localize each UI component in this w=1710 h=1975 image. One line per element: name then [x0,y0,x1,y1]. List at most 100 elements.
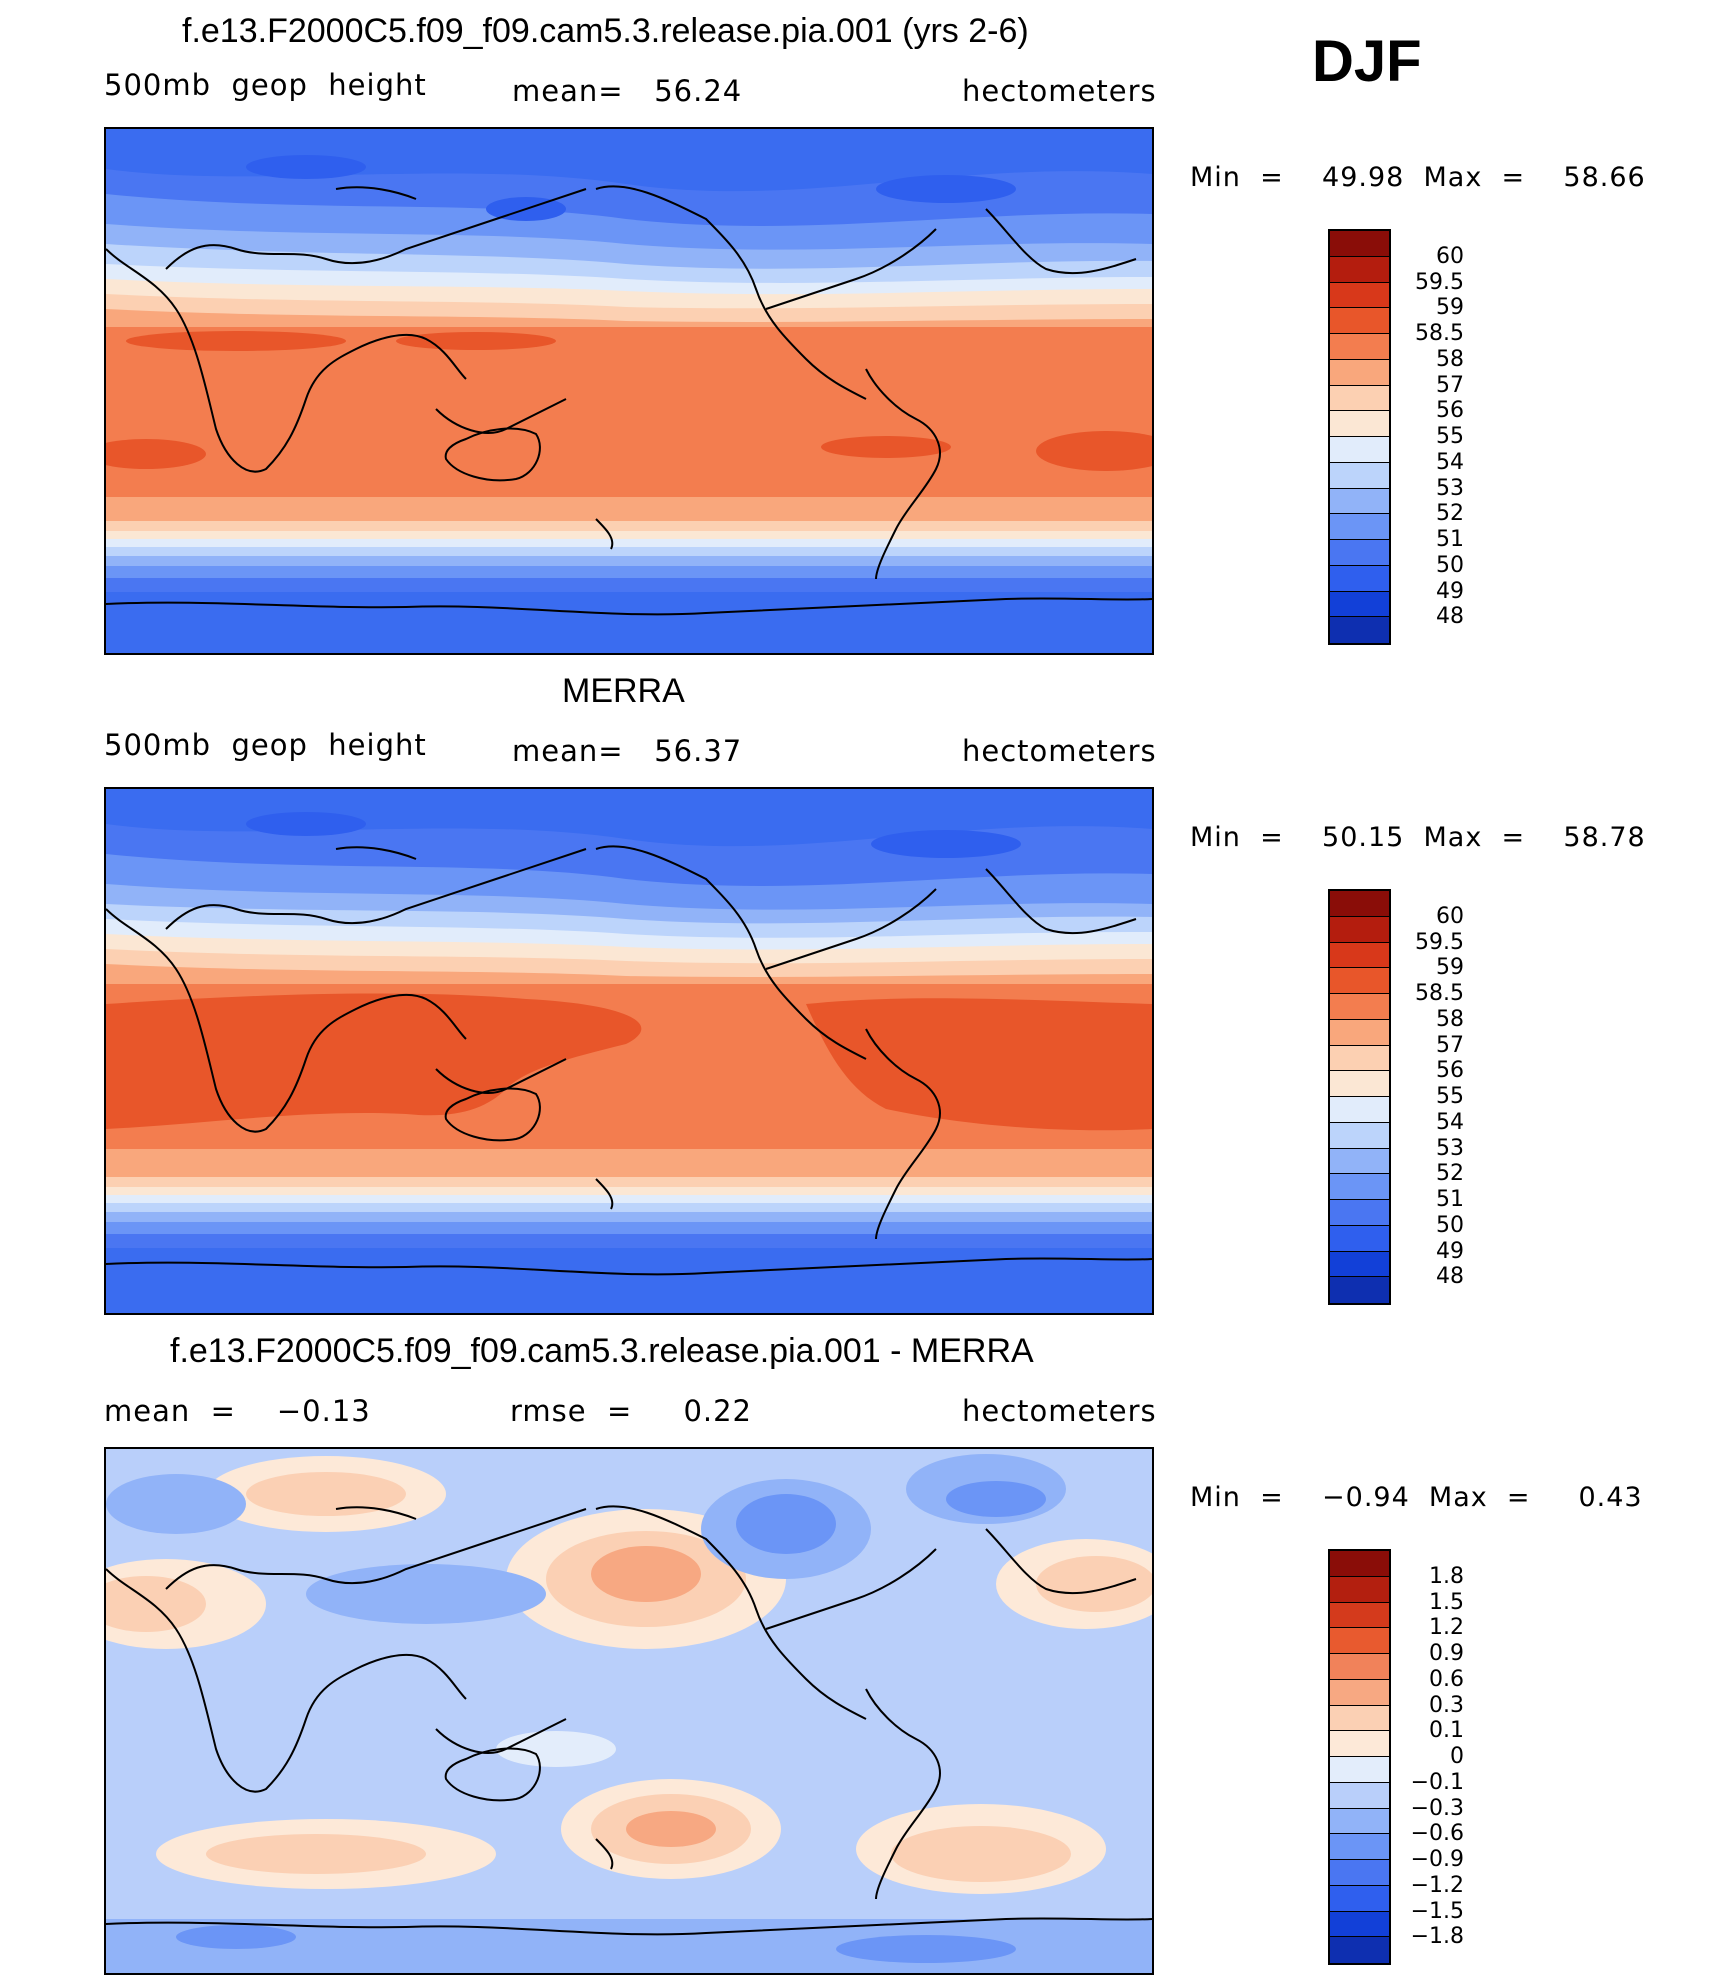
colorbar-segment [1330,1277,1389,1303]
colorbar-segment [1330,540,1389,566]
colorbar-level-label: 53 [1436,1135,1464,1161]
panel-3-title: f.e13.F2000C5.f09_f09.cam5.3.release.pia… [170,1332,1034,1370]
colorbar-level-label: 0.1 [1429,1718,1464,1744]
colorbar-level-label: 59.5 [1415,269,1464,295]
colorbar-level-label: 55 [1436,424,1464,449]
panel-2-colorbar [1328,889,1391,1305]
colorbar-segment [1330,1782,1389,1809]
colorbar-segment [1330,1860,1389,1886]
colorbar-segment [1330,591,1389,618]
world-map-difference-icon [106,1449,1152,1973]
colorbar-level-label: 54 [1436,1109,1464,1135]
colorbar-segment [1330,1628,1389,1654]
colorbar-level-label: 59 [1436,295,1464,321]
colorbar-segment [1330,1654,1389,1680]
world-map-geopotential-merra-icon [106,789,1152,1313]
colorbar-level-label: −1.8 [1410,1924,1464,1950]
colorbar-segment [1330,1679,1389,1706]
panel-1-units-label: hectometers [962,74,1157,108]
colorbar-segment [1330,1885,1389,1912]
colorbar-segment [1330,462,1389,489]
colorbar-level-label: 58 [1436,346,1464,372]
colorbar-level-label: 52 [1436,1161,1464,1187]
colorbar-segment [1330,1251,1389,1278]
colorbar-segment [1330,1551,1389,1577]
colorbar-segment [1330,308,1389,334]
season-label: DJF [1312,29,1422,94]
colorbar-level-label: 56 [1436,398,1464,424]
colorbar-level-label: 0.9 [1429,1641,1464,1666]
colorbar-segment [1330,1097,1389,1123]
colorbar-segment [1330,256,1389,283]
colorbar-segment [1330,359,1389,386]
colorbar-segment [1330,994,1389,1020]
colorbar-level-label: 58.5 [1415,321,1464,346]
colorbar-segment [1330,385,1389,412]
colorbar-segment [1330,891,1389,917]
colorbar-level-label: 58.5 [1415,981,1464,1006]
colorbar-level-label: 56 [1436,1058,1464,1084]
panel-3-minmax-label: Min = −0.94 Max = 0.43 [1190,1482,1643,1513]
colorbar-segment [1330,1174,1389,1200]
panel-1-colorbar [1328,229,1391,645]
colorbar-level-label: 51 [1436,1187,1464,1212]
colorbar-segment [1330,1834,1389,1860]
colorbar-level-label: 49 [1436,578,1464,604]
colorbar-segment [1330,282,1389,309]
panel-2-map [104,787,1154,1315]
colorbar-level-label: −0.6 [1410,1821,1464,1847]
colorbar-level-label: −1.2 [1410,1872,1464,1898]
panel-1-title: f.e13.F2000C5.f09_f09.cam5.3.release.pia… [182,12,1029,50]
colorbar-segment [1330,1045,1389,1072]
colorbar-level-label: 1.5 [1429,1589,1464,1615]
colorbar-segment [1330,565,1389,592]
panel-1-minmax-label: Min = 49.98 Max = 58.66 [1190,162,1646,193]
colorbar-level-label: −0.3 [1410,1795,1464,1821]
colorbar-segment [1330,617,1389,643]
colorbar-segment [1330,437,1389,463]
colorbar-segment [1330,1911,1389,1938]
colorbar-level-label: 1.2 [1429,1615,1464,1641]
colorbar-level-label: 51 [1436,527,1464,552]
colorbar-segment [1330,1225,1389,1252]
colorbar-level-label: −0.1 [1410,1769,1464,1795]
colorbar-segment [1330,1757,1389,1783]
colorbar-level-label: 55 [1436,1084,1464,1109]
panel-3-rmse-label: rmse = 0.22 [510,1394,753,1428]
colorbar-level-label: 1.8 [1429,1563,1464,1589]
panel-3-colorbar [1328,1549,1391,1965]
colorbar-level-label: 0 [1450,1744,1464,1769]
colorbar-level-label: 0.6 [1429,1666,1464,1692]
panel-3-map [104,1447,1154,1975]
colorbar-level-label: 54 [1436,449,1464,475]
colorbar-segment [1330,1808,1389,1835]
colorbar-segment [1330,1122,1389,1149]
colorbar-level-label: 58 [1436,1006,1464,1032]
panel-2-minmax-label: Min = 50.15 Max = 58.78 [1190,822,1646,853]
colorbar-level-label: −1.5 [1410,1898,1464,1924]
colorbar-level-label: 57 [1436,372,1464,398]
colorbar-level-label: 57 [1436,1032,1464,1058]
colorbar-segment [1330,1019,1389,1046]
colorbar-level-label: 60 [1436,903,1464,929]
colorbar-level-label: 52 [1436,501,1464,527]
panel-1-variable-label: 500mb geop height [104,68,427,102]
colorbar-level-label: 48 [1436,1264,1464,1290]
colorbar-level-label: 60 [1436,243,1464,269]
colorbar-segment [1330,1071,1389,1097]
colorbar-segment [1330,411,1389,437]
panel-2-title: MERRA [562,672,685,710]
colorbar-segment [1330,968,1389,994]
colorbar-level-label: 49 [1436,1238,1464,1264]
colorbar-level-label: 50 [1436,552,1464,578]
colorbar-segment [1330,1200,1389,1226]
panel-1-map [104,127,1154,655]
panel-3-mean-label: mean = −0.13 [104,1394,371,1428]
colorbar-segment [1330,334,1389,360]
colorbar-segment [1330,916,1389,943]
colorbar-level-label: −0.9 [1410,1847,1464,1872]
colorbar-segment [1330,1937,1389,1963]
colorbar-level-label: 53 [1436,475,1464,501]
colorbar-segment [1330,488,1389,515]
colorbar-level-label: 50 [1436,1212,1464,1238]
